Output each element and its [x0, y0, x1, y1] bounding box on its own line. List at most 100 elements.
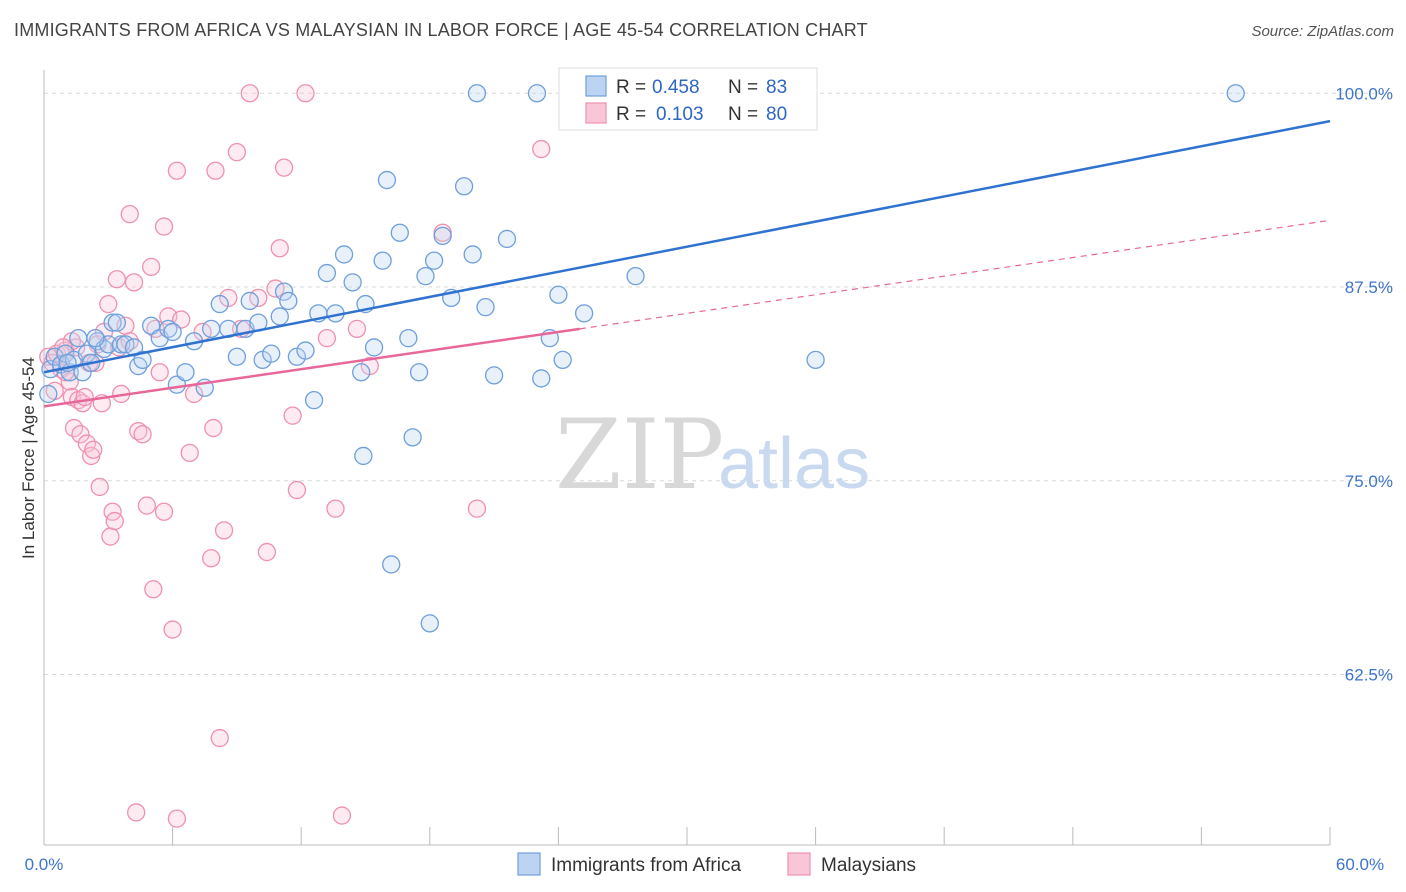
- malaysians-point: [75, 387, 94, 407]
- bottom-legend-swatch-pink: [787, 852, 811, 876]
- malaysians-point: [180, 443, 199, 463]
- africa-point: [403, 428, 422, 447]
- legend-r-value-blue: 0.458: [652, 77, 700, 98]
- malaysians-point: [90, 477, 109, 497]
- africa-point: [352, 363, 371, 382]
- africa-point: [626, 266, 645, 286]
- y-tick-label: 100.0%: [1335, 84, 1393, 103]
- malaysians-point: [347, 319, 367, 339]
- africa-point: [133, 350, 152, 370]
- africa-point: [262, 344, 281, 363]
- malaysians-point: [283, 406, 302, 425]
- legend-swatch-pink: [585, 102, 607, 124]
- chart-source: Source: ZipAtlas.com: [1251, 23, 1394, 40]
- africa-point: [142, 316, 161, 335]
- malaysians-point: [127, 803, 146, 822]
- africa-point: [399, 328, 418, 348]
- africa-point: [454, 177, 474, 196]
- legend-swatch-blue: [585, 75, 607, 97]
- series-legend: Immigrants from Africa Malaysians: [517, 852, 916, 876]
- malaysians-trend-extension: [579, 219, 1331, 330]
- malaysians-point: [84, 440, 103, 459]
- malaysians-point: [532, 139, 551, 159]
- africa-point: [484, 366, 504, 385]
- malaysians-point: [154, 217, 174, 236]
- trend-lines: [43, 119, 1331, 408]
- africa-point: [107, 313, 127, 332]
- africa-point: [424, 251, 444, 270]
- africa-point: [497, 229, 517, 249]
- malaysians-point: [317, 328, 337, 348]
- malaysians-point: [332, 806, 352, 825]
- malaysians-point: [163, 620, 182, 639]
- africa-point: [317, 263, 337, 283]
- malaysians-point: [326, 499, 345, 518]
- malaysians-point: [172, 310, 191, 329]
- y-tick-label: 62.5%: [1345, 666, 1393, 685]
- africa-point: [382, 555, 401, 574]
- africa-point: [354, 446, 373, 466]
- y-tick-labels: 62.5% 75.0% 87.5% 100.0%: [1335, 84, 1393, 684]
- malaysians-point: [107, 270, 127, 289]
- y-axis-title: In Labor Force | Age 45-54: [19, 357, 38, 559]
- malaysians-point: [287, 480, 307, 500]
- malaysians-point: [105, 511, 124, 531]
- legend-n-value-pink: 80: [766, 104, 787, 125]
- africa-point: [39, 384, 58, 404]
- series-africa-points: [39, 84, 1245, 633]
- malaysians-point: [204, 418, 223, 438]
- x-tick-label-max: 60.0%: [1336, 855, 1384, 874]
- malaysians-point: [120, 204, 139, 224]
- malaysians-point: [214, 521, 234, 540]
- africa-point: [210, 294, 229, 314]
- x-tick-label-min: 0.0%: [25, 855, 64, 874]
- malaysians-point: [142, 257, 161, 277]
- legend-r-value-pink: 0.103: [656, 104, 704, 125]
- malaysians-point: [154, 502, 174, 521]
- bottom-legend-label-pink: Malaysians: [821, 855, 916, 876]
- africa-point: [549, 285, 568, 304]
- africa-point: [227, 347, 247, 366]
- malaysians-point: [150, 363, 169, 382]
- malaysians-point: [99, 294, 118, 314]
- africa-point: [364, 338, 384, 357]
- africa-point: [463, 245, 482, 264]
- africa-point: [296, 341, 315, 360]
- africa-point: [103, 313, 122, 332]
- africa-point: [270, 307, 289, 326]
- africa-point: [527, 84, 547, 103]
- malaysians-point: [137, 496, 157, 515]
- malaysians-point: [274, 158, 294, 177]
- legend-n-label-pink: N =: [728, 104, 758, 125]
- y-tick-label: 87.5%: [1345, 278, 1393, 297]
- africa-point: [409, 363, 429, 382]
- africa-point: [304, 390, 324, 410]
- legend-r-label-blue: R =: [616, 77, 646, 98]
- malaysians-point: [71, 425, 90, 444]
- africa-trend-line: [43, 119, 1331, 374]
- africa-point: [202, 319, 221, 339]
- africa-point: [553, 350, 572, 370]
- bottom-legend-label-blue: Immigrants from Africa: [551, 855, 741, 876]
- africa-point: [1226, 84, 1245, 103]
- watermark-atlas: atlas: [718, 424, 870, 504]
- y-tick-label: 75.0%: [1345, 472, 1393, 491]
- malaysians-point: [60, 372, 79, 391]
- x-axis-ticks: [43, 827, 1331, 845]
- africa-point: [343, 273, 362, 292]
- africa-point: [163, 322, 182, 342]
- malaysians-point: [167, 161, 187, 180]
- africa-point: [433, 226, 452, 246]
- africa-point: [416, 266, 435, 286]
- africa-point: [334, 245, 354, 264]
- africa-point: [806, 350, 825, 370]
- legend-n-label-blue: N =: [728, 77, 758, 98]
- legend-n-value-blue: 83: [766, 77, 787, 98]
- malaysians-point: [206, 161, 225, 180]
- africa-point: [574, 304, 594, 323]
- malaysians-point: [270, 239, 289, 258]
- chart-title: IMMIGRANTS FROM AFRICA VS MALAYSIAN IN L…: [14, 20, 868, 40]
- malaysians-point: [296, 84, 315, 103]
- legend-r-label-pink: R =: [616, 104, 646, 125]
- africa-point: [467, 84, 487, 103]
